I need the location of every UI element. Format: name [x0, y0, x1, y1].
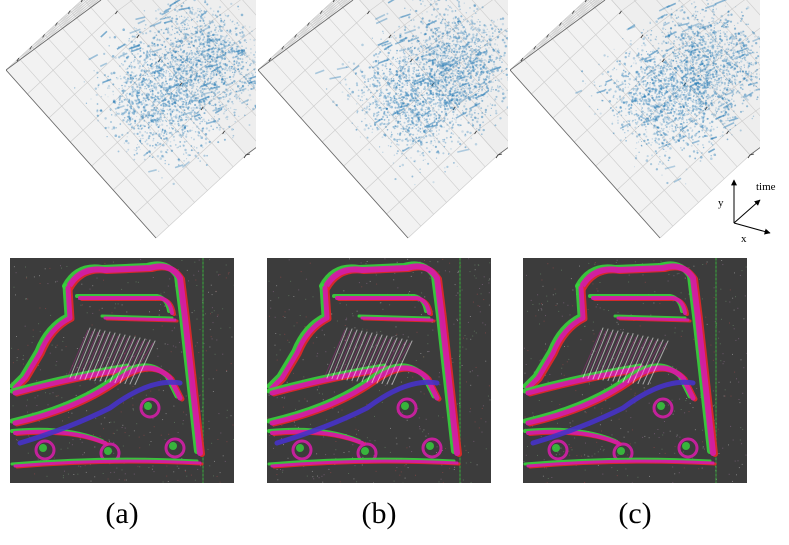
- skate-image-a: [10, 258, 234, 483]
- floor-pane: [510, 0, 750, 238]
- event-frame-image-c: [523, 258, 747, 483]
- x-axis-label: x: [741, 233, 747, 245]
- wheel: [652, 397, 674, 419]
- point-cloud-plot-b: [258, 0, 508, 245]
- right-wall-pane: [359, 0, 508, 155]
- skate-image-b: [267, 258, 491, 483]
- event-frame-image-a: [10, 258, 234, 483]
- floor-pane: [258, 0, 498, 238]
- wheel: [164, 437, 186, 459]
- time-axis-arrow: [733, 199, 761, 224]
- event-points: [74, 0, 256, 186]
- wheel: [421, 437, 443, 459]
- caption-b: (b): [361, 497, 397, 530]
- right-wall-pane: [107, 0, 256, 155]
- wheel: [139, 397, 161, 419]
- caption-a: (a): [105, 497, 139, 530]
- event-points: [575, 0, 760, 185]
- caption-c: (c): [618, 497, 652, 530]
- wheel: [291, 439, 313, 461]
- time-axis-label: time: [756, 181, 776, 193]
- event-points: [314, 0, 508, 186]
- wheel: [396, 397, 418, 419]
- wheel: [34, 439, 56, 461]
- x-axis-arrow: [733, 222, 771, 235]
- y-axis-label: y: [718, 197, 724, 209]
- point-cloud-plot-c: [510, 0, 760, 245]
- noise: [267, 258, 491, 483]
- skate-image-c: [523, 258, 747, 483]
- axes-indicator: y time x: [712, 170, 789, 250]
- wheel: [677, 437, 699, 459]
- wheel: [547, 439, 569, 461]
- point-cloud-svg-c: [510, 0, 760, 239]
- event-frame-image-b: [267, 258, 491, 483]
- point-cloud-plot-a: [6, 0, 256, 245]
- point-cloud-svg-b: [258, 0, 508, 239]
- floor-pane: [6, 0, 246, 238]
- point-cloud-svg-a: [6, 0, 256, 239]
